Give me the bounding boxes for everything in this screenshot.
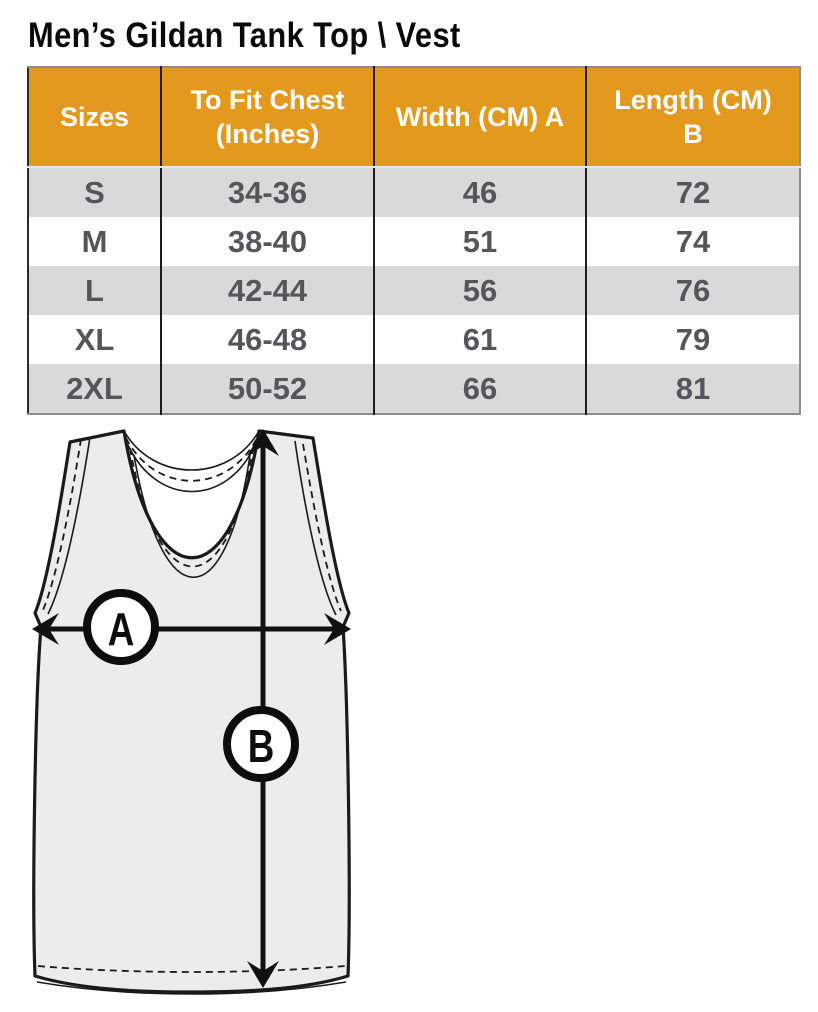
table-row-m: M 38-40 51 74 [28,217,800,266]
tank-top-outline [32,429,351,994]
cell-chest: 34-36 [160,167,374,217]
table-row-2xl: 2XL 50-52 66 81 [28,364,800,414]
header-line: Sizes [59,102,130,132]
cell-width: 61 [373,315,586,364]
cell-size: 2XL [28,364,161,414]
cell-size: S [28,167,161,217]
header-line: (Inches) [215,119,320,149]
cell-width: 56 [373,266,586,315]
cell-length: 76 [585,266,800,315]
length-marker-b: B [223,706,299,782]
hem-fold-line [36,981,347,995]
cell-size: M [28,217,161,266]
tank-top-illustration: A B [32,429,351,995]
cell-length: 74 [585,217,800,266]
cell-chest: 46-48 [160,315,374,364]
header-sizes: Sizes [28,67,161,168]
cell-width: 66 [373,364,586,414]
table-row-s: S 34-36 46 72 [28,167,800,217]
left-armhole-stitch [42,438,82,611]
arrowhead-up [247,429,279,456]
marker-b-label: B [248,720,275,772]
header-line: Length (CM) [614,85,772,115]
header-width: Width (CM) A [373,67,586,168]
arrowhead-right [324,613,351,645]
width-marker-a: A [83,589,159,665]
table-row-l: L 42-44 56 76 [28,266,800,315]
cell-chest: 42-44 [160,266,374,315]
back-collar-inner-line [127,444,256,493]
size-table-header-row: Sizes To Fit Chest (Inches) Width (CM) A… [28,67,800,168]
table-row-xl: XL 46-48 61 79 [28,315,800,364]
header-length: Length (CM) B [585,67,800,168]
header-line: B [683,119,703,149]
marker-a-label: A [108,603,135,655]
header-line: Width (CM) A [395,102,565,132]
measurement-diagram: A B [18,425,386,1007]
right-armhole-stitch [302,443,342,612]
cell-chest: 38-40 [160,217,374,266]
arrowhead-down [247,961,279,988]
page-title: Men’s Gildan Tank Top \ Vest [28,16,461,55]
cell-size: XL [28,315,161,364]
right-armhole-inner-line [294,440,337,616]
header-line: To Fit Chest [190,85,345,115]
cell-width: 51 [373,217,586,266]
cell-width: 46 [373,167,586,217]
cell-length: 72 [585,167,800,217]
header-chest: To Fit Chest (Inches) [160,67,374,168]
back-collar-stitch [125,437,258,482]
size-table: Sizes To Fit Chest (Inches) Width (CM) A… [27,66,801,415]
hem-stitch [37,965,346,973]
arrowhead-left [32,613,59,645]
cell-size: L [28,266,161,315]
neckline-inner-line [133,454,251,579]
cell-length: 81 [585,364,800,414]
cell-chest: 50-52 [160,364,374,414]
left-armhole-inner-line [47,436,91,615]
back-collar-line [123,430,260,471]
cell-length: 79 [585,315,800,364]
